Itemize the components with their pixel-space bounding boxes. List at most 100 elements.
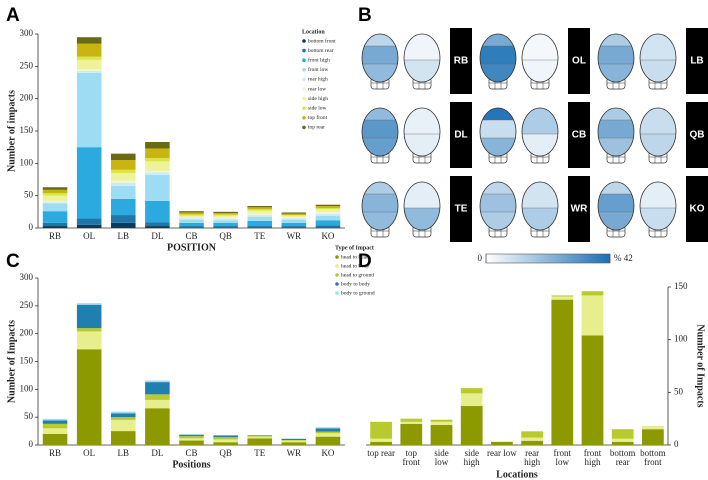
- head-outline: [521, 33, 559, 83]
- bar-segment: [42, 420, 68, 424]
- legend-swatch: [335, 282, 339, 286]
- head-region: [598, 194, 634, 212]
- legend-swatch: [302, 116, 306, 120]
- bar-segment: [281, 217, 307, 219]
- bar-segment: [110, 198, 136, 216]
- bar-segment: [315, 211, 341, 214]
- bar-segment: [110, 182, 136, 186]
- bar-segment: [247, 435, 273, 437]
- bar-segment: [551, 296, 574, 300]
- x-tick-label: QB: [219, 448, 232, 458]
- bar-segment: [315, 213, 341, 216]
- bar-segment: [315, 204, 341, 207]
- bar-segment: [110, 169, 136, 174]
- x-tick-label: DL: [151, 448, 163, 458]
- bar-segment: [281, 218, 307, 220]
- bar-segment: [42, 433, 68, 445]
- bar-segment: [460, 406, 483, 445]
- bar-segment: [491, 441, 513, 445]
- bar-segment: [213, 220, 238, 223]
- x-tick-label: front low: [553, 448, 572, 467]
- bar-segment: [42, 195, 68, 201]
- x-tick-label: side high: [463, 448, 480, 467]
- y-tick-label: 150: [20, 356, 34, 366]
- legend-swatch: [302, 96, 306, 101]
- bar-segment: [213, 227, 238, 228]
- label-box: [568, 176, 590, 242]
- bar-segment: [110, 411, 136, 414]
- bar-segment: [521, 431, 543, 438]
- x-tick-label: QB: [219, 231, 232, 241]
- bar-segment: [611, 438, 634, 442]
- y-tick-label: 0: [29, 222, 34, 232]
- legend-label: head to head: [341, 254, 369, 260]
- head-region: [404, 60, 440, 82]
- legend-swatch: [335, 273, 339, 277]
- legend-swatch: [302, 87, 306, 91]
- head-region: [480, 212, 516, 230]
- head-region: [640, 34, 676, 60]
- bar-segment: [213, 437, 238, 440]
- head-outline: [361, 181, 399, 231]
- bar-segment: [42, 211, 68, 223]
- bar-segment: [110, 153, 136, 161]
- head-region: [362, 108, 398, 120]
- bar-segment: [42, 428, 68, 434]
- head-region: [598, 34, 634, 46]
- bar-segment: [281, 212, 307, 214]
- label-box: [568, 28, 590, 94]
- bar-segment: [281, 227, 307, 228]
- bar-segment: [213, 211, 238, 214]
- legend-label: body to body: [341, 281, 370, 287]
- x-tick-label: CB: [185, 448, 197, 458]
- bar-segment: [76, 147, 102, 219]
- bar-segment: [145, 161, 170, 172]
- bar-segment: [179, 438, 204, 441]
- bar-segment: [145, 226, 170, 228]
- legend-label: side high: [308, 96, 328, 102]
- bar-segment: [110, 419, 136, 432]
- bar-segment: [42, 189, 68, 194]
- x-tick-label: LB: [118, 448, 130, 458]
- x-tick-label: LB: [118, 231, 130, 241]
- position-label: DL: [454, 130, 467, 141]
- bar-segment: [145, 141, 170, 149]
- x-tick-label: bottom rear: [609, 448, 636, 467]
- head-region: [480, 182, 516, 194]
- bar-segment: [76, 218, 102, 225]
- bar-segment: [179, 433, 204, 435]
- bar-segment: [281, 219, 307, 223]
- legend-label: bottom rear: [308, 48, 334, 54]
- head-outline: [479, 107, 517, 157]
- bar-segment: [400, 418, 423, 422]
- y-axis-label: Number of impacts: [6, 90, 17, 172]
- head-region: [362, 138, 398, 156]
- bar-segment: [110, 160, 136, 170]
- head-region: [640, 108, 676, 134]
- bar-segment: [247, 210, 273, 214]
- bar-segment: [581, 295, 604, 336]
- bar-segment: [247, 227, 273, 228]
- bar-segment: [213, 213, 238, 215]
- x-tick-label: bottom front: [640, 448, 666, 467]
- bar-segment: [247, 209, 273, 211]
- label-box: [450, 102, 472, 168]
- bar-segment: [213, 435, 238, 438]
- head-region: [362, 64, 398, 82]
- legend-swatch: [335, 255, 339, 259]
- legend-label: side low: [308, 105, 327, 111]
- bar-segment: [145, 394, 170, 400]
- bar-segment: [213, 215, 238, 218]
- legend-label: rear high: [308, 77, 328, 83]
- position-label: LB: [690, 56, 703, 67]
- y-tick-label: 0: [674, 439, 679, 449]
- y-tick-label: 100: [20, 157, 34, 167]
- head-region: [640, 208, 676, 230]
- y-tick-label: 250: [20, 300, 34, 310]
- bar-segment: [551, 299, 574, 445]
- bar-segment: [370, 438, 392, 442]
- head-region: [404, 208, 440, 230]
- bar-segment: [315, 431, 341, 434]
- bar-segment: [315, 220, 341, 226]
- bar-segment: [76, 56, 102, 60]
